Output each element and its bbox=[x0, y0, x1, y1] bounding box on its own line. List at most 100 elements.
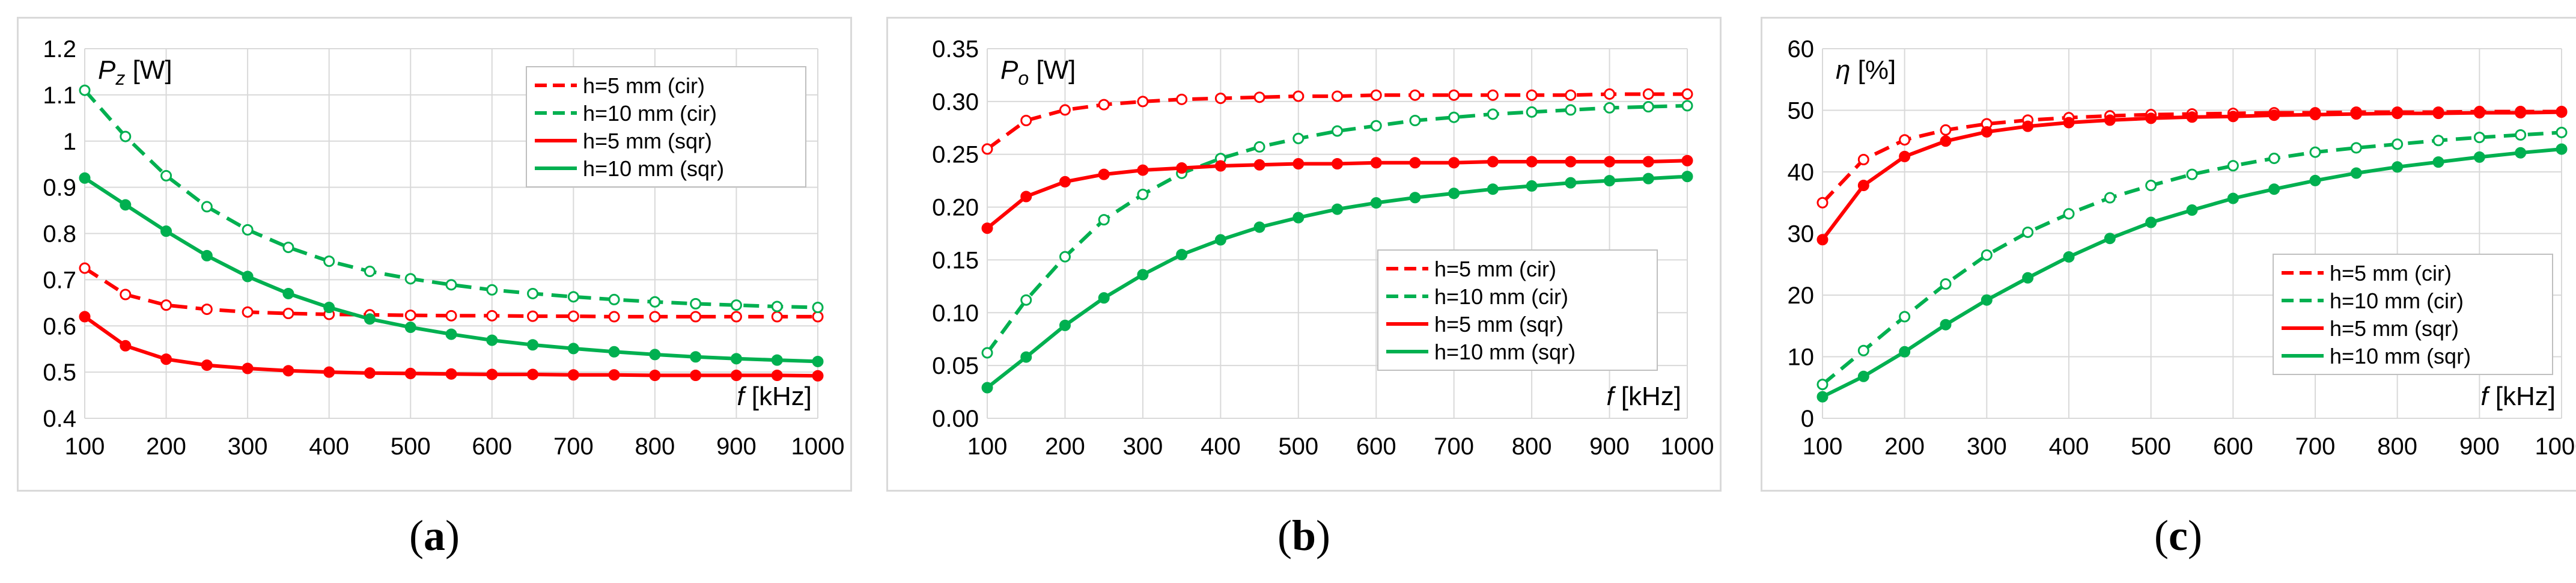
data-point bbox=[567, 291, 579, 303]
x-tick-label: 500 bbox=[2131, 433, 2171, 460]
x-tick-label: 800 bbox=[1512, 433, 1552, 460]
x-tick-label: 400 bbox=[2049, 433, 2089, 460]
y-tick-label: 0.9 bbox=[43, 175, 76, 201]
data-point bbox=[323, 366, 335, 378]
y-tick-label: 30 bbox=[1788, 221, 1815, 248]
y-axis-label: η [%] bbox=[1836, 55, 1896, 85]
data-point bbox=[242, 270, 254, 282]
data-point bbox=[160, 353, 172, 365]
data-point bbox=[404, 367, 416, 379]
caption-c: (c) bbox=[2154, 511, 2202, 560]
chart-panel-c: 0 10 20 30 40 50 60 100 200 300 400 500 600 700 800 900… bbox=[1761, 17, 2576, 492]
data-point bbox=[1370, 157, 1382, 169]
data-point bbox=[2556, 106, 2568, 118]
data-point bbox=[1409, 114, 1421, 126]
gridlines bbox=[84, 48, 818, 419]
data-point bbox=[649, 370, 661, 382]
data-point bbox=[812, 355, 824, 367]
data-point bbox=[2432, 108, 2444, 120]
chart-c: 0 10 20 30 40 50 60 100 200 300 400 500 600 700 800 900… bbox=[1788, 36, 2576, 460]
chart-a: 0.4 0.5 0.6 0.7 0.8 0.9 1 1.1 1.2 100 200 300 400 500… bbox=[43, 36, 845, 460]
data-point bbox=[1981, 126, 1993, 138]
data-point bbox=[771, 301, 783, 313]
data-point bbox=[120, 340, 132, 352]
data-point bbox=[1098, 214, 1110, 226]
data-point bbox=[2104, 192, 2116, 204]
data-point bbox=[2473, 151, 2485, 163]
legend-label: h=10 mm (cir) bbox=[1434, 284, 1568, 309]
chart-panel-a: 0.4 0.5 0.6 0.7 0.8 0.9 1 1.1 1.2 100 200 300 400 500… bbox=[17, 17, 852, 492]
x-tick-label: 400 bbox=[309, 433, 349, 460]
data-point bbox=[1940, 319, 1952, 331]
data-point bbox=[1448, 157, 1460, 169]
series-2 bbox=[1816, 106, 2568, 246]
data-point bbox=[1176, 249, 1188, 261]
data-point bbox=[981, 143, 993, 155]
data-point bbox=[2227, 111, 2239, 123]
data-point bbox=[2022, 120, 2034, 132]
data-point bbox=[364, 367, 376, 379]
data-point bbox=[282, 307, 294, 319]
data-point bbox=[2145, 216, 2157, 228]
data-point bbox=[486, 368, 498, 380]
data-point bbox=[404, 273, 416, 285]
series-2 bbox=[79, 311, 824, 382]
data-point bbox=[1020, 114, 1032, 126]
data-point bbox=[1816, 234, 1828, 246]
data-point bbox=[201, 249, 213, 261]
legend: h=5 mm (cir) h=10 mm (cir) h=5 mm (sqr) h=1… bbox=[526, 66, 806, 188]
data-point bbox=[1214, 234, 1226, 246]
data-point bbox=[120, 130, 132, 142]
data-point bbox=[649, 296, 661, 308]
y-tick-label: 0.8 bbox=[43, 221, 76, 248]
data-point bbox=[1816, 379, 1828, 391]
data-point bbox=[1642, 172, 1654, 185]
data-point bbox=[2186, 204, 2198, 216]
series-line bbox=[84, 266, 818, 319]
data-point bbox=[771, 370, 783, 382]
legend-label: h=5 mm (cir) bbox=[1434, 257, 1556, 281]
x-tick-label: 400 bbox=[1201, 433, 1241, 460]
data-point bbox=[1940, 124, 1952, 136]
data-point bbox=[1899, 134, 1911, 146]
data-point bbox=[1448, 89, 1460, 101]
y-tick-label: 0.7 bbox=[43, 267, 76, 293]
data-point bbox=[730, 370, 742, 382]
data-point bbox=[1059, 251, 1071, 263]
data-point bbox=[649, 311, 661, 323]
y-tick-label: 0.4 bbox=[43, 406, 76, 432]
data-point bbox=[160, 169, 172, 182]
data-point bbox=[1020, 351, 1032, 363]
x-tick-label: 1000 bbox=[1661, 433, 1714, 460]
data-point bbox=[2350, 167, 2362, 179]
x-tick-label: 1000 bbox=[791, 433, 845, 460]
data-point bbox=[1293, 158, 1305, 170]
x-tick-label: 900 bbox=[716, 433, 757, 460]
series-1 bbox=[981, 100, 1693, 359]
data-point bbox=[2432, 135, 2444, 147]
y-tick-label: 0.00 bbox=[932, 406, 979, 432]
x-tick-label: 900 bbox=[2459, 433, 2500, 460]
data-point bbox=[1565, 156, 1577, 168]
x-tick-label: 300 bbox=[228, 433, 268, 460]
data-point bbox=[1253, 91, 1265, 103]
data-point bbox=[812, 302, 824, 313]
data-point bbox=[79, 84, 91, 96]
data-point bbox=[1565, 177, 1577, 189]
y-tick-label: 0.05 bbox=[932, 353, 979, 379]
data-point bbox=[608, 346, 620, 358]
x-tick-label: 100 bbox=[967, 433, 1008, 460]
x-tick-label: 600 bbox=[1356, 433, 1396, 460]
data-point bbox=[120, 288, 132, 301]
data-point bbox=[404, 322, 416, 334]
y-axis-label: Pz [W] bbox=[98, 55, 172, 89]
data-point bbox=[1604, 156, 1616, 168]
data-point bbox=[1253, 141, 1265, 153]
data-point bbox=[1681, 100, 1693, 112]
data-point bbox=[2186, 168, 2198, 180]
data-point bbox=[1816, 197, 1828, 209]
y-tick-label: 10 bbox=[1788, 344, 1815, 371]
data-point bbox=[2432, 156, 2444, 168]
data-point bbox=[2392, 138, 2404, 150]
data-point bbox=[2145, 180, 2157, 192]
